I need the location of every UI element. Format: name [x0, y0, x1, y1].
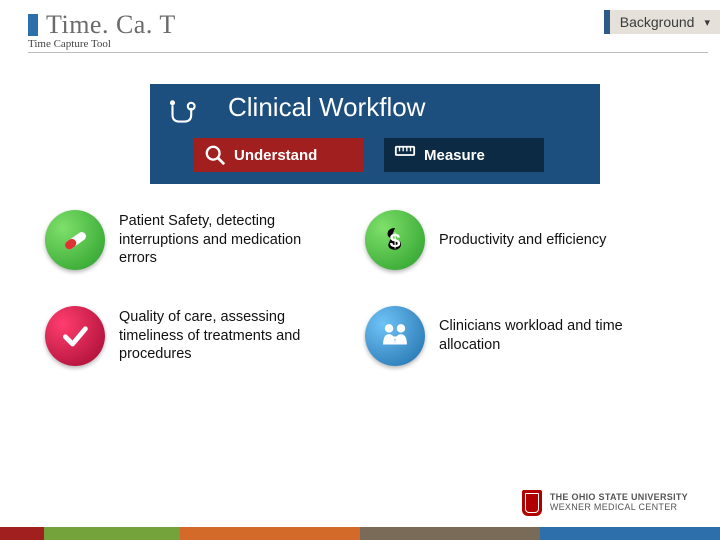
- feature-text: Quality of care, assessing timeliness of…: [119, 308, 339, 365]
- feature-patient-safety: Patient Safety, detecting interruptions …: [45, 210, 365, 270]
- check-icon: [45, 306, 105, 366]
- university-logo: THE OHIO STATE UNIVERSITY WEXNER MEDICAL…: [522, 490, 688, 516]
- university-text: THE OHIO STATE UNIVERSITY WEXNER MEDICAL…: [550, 493, 688, 513]
- brand-text: Time. Ca. T: [46, 10, 176, 39]
- hero-sub-measure-label: Measure: [424, 147, 485, 164]
- feature-workload: Clinicians workload and time allocation: [365, 306, 685, 366]
- feature-text: Productivity and efficiency: [439, 231, 606, 250]
- footer-bar: [360, 527, 540, 540]
- footer-bar: [540, 527, 720, 540]
- magnifier-icon: [204, 144, 226, 166]
- ruler-icon: [394, 144, 416, 166]
- feature-productivity: $ Productivity and efficiency: [365, 210, 685, 270]
- feature-text: Clinicians workload and time allocation: [439, 317, 659, 355]
- shield-icon: [522, 490, 542, 516]
- stethoscope-icon: [164, 96, 198, 130]
- feature-grid: Patient Safety, detecting interruptions …: [45, 210, 685, 402]
- footer-red-tab: [0, 527, 44, 540]
- dollar-icon: $: [365, 210, 425, 270]
- people-icon: [365, 306, 425, 366]
- feature-quality: Quality of care, assessing timeliness of…: [45, 306, 365, 366]
- header-rule: [28, 52, 708, 53]
- footer-bar: [180, 527, 360, 540]
- university-line2: WEXNER MEDICAL CENTER: [550, 503, 688, 513]
- hero-sub-measure: Measure: [384, 138, 544, 172]
- hero-title: Clinical Workflow: [228, 92, 425, 123]
- feature-row: Quality of care, assessing timeliness of…: [45, 306, 685, 366]
- svg-text:$: $: [390, 230, 401, 252]
- brand-title: Time. Ca. T: [28, 10, 708, 40]
- feature-row: Patient Safety, detecting interruptions …: [45, 210, 685, 270]
- hero-banner: Clinical Workflow Understand Measure: [150, 84, 600, 184]
- brand-accent-bar: [28, 14, 38, 36]
- footer-bars: [0, 527, 720, 540]
- hero-sub-understand: Understand: [194, 138, 364, 172]
- hero-subrow: Understand Measure: [150, 138, 544, 172]
- feature-text: Patient Safety, detecting interruptions …: [119, 212, 339, 269]
- slide-header: Time. Ca. T Time Capture Tool: [28, 10, 708, 53]
- hero-sub-understand-label: Understand: [234, 147, 317, 164]
- pill-icon: [45, 210, 105, 270]
